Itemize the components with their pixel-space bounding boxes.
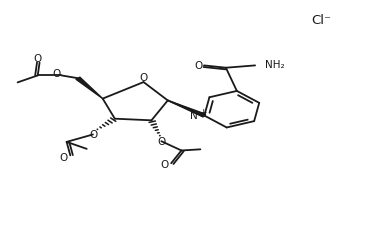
Text: O: O [195,61,203,71]
Text: O: O [139,73,148,83]
Text: NH₂: NH₂ [265,60,285,70]
Text: O: O [59,152,68,162]
Text: N: N [190,110,198,120]
Text: +: + [199,108,206,117]
Polygon shape [168,101,206,117]
Text: Cl⁻: Cl⁻ [311,14,331,27]
Text: O: O [157,137,165,146]
Polygon shape [76,78,103,99]
Text: O: O [161,159,169,169]
Text: O: O [89,130,98,140]
Text: O: O [52,69,61,79]
Text: O: O [34,54,42,64]
